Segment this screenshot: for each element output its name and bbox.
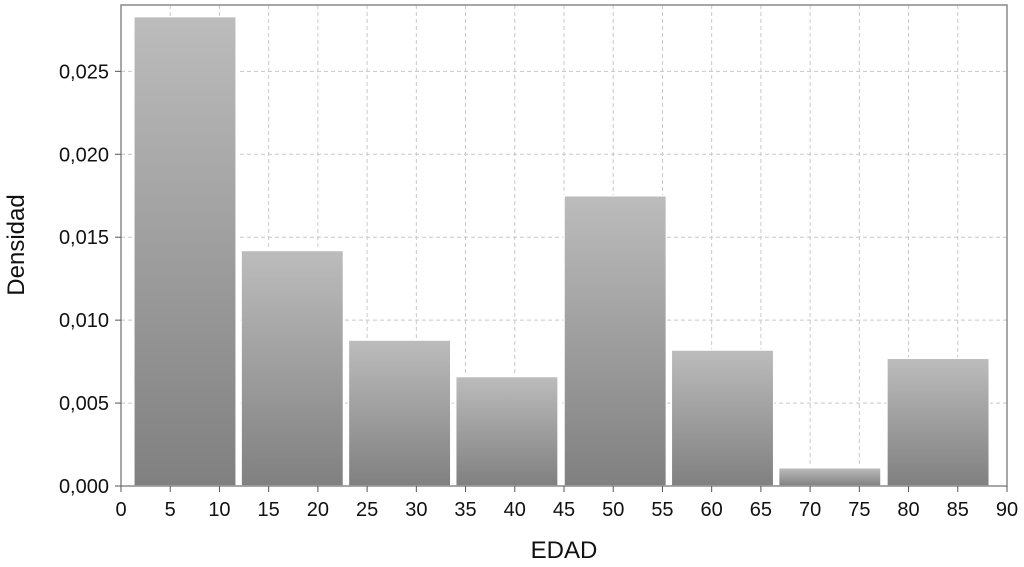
axis-ticks [115, 70, 1008, 492]
y-tick-label: 0,010 [59, 310, 109, 332]
histogram-bar-3 [347, 339, 452, 487]
x-tick-label: 15 [258, 499, 280, 521]
y-tick-label: 0,025 [59, 61, 109, 83]
y-tick-label: 0,015 [59, 227, 109, 249]
histogram-bar-7 [777, 467, 882, 487]
histogram-bar-2 [240, 249, 345, 487]
y-axis-title: Densidad [3, 194, 30, 295]
x-tick-label: 65 [750, 499, 772, 521]
x-tick-labels: 0 5 10 15 20 25 30 35 40 45 50 55 60 65 70 75 80 85 90 [115, 499, 1018, 521]
x-tick-label: 25 [356, 499, 378, 521]
histogram-bar-5 [563, 194, 668, 487]
x-axis-title: EDAD [531, 537, 598, 562]
y-tick-label: 0,000 [59, 476, 109, 498]
y-tick-labels: 0,000 0,005 0,010 0,015 0,020 0,025 [59, 61, 109, 498]
x-tick-label: 55 [651, 499, 673, 521]
x-tick-label: 20 [307, 499, 329, 521]
x-tick-label: 90 [996, 499, 1018, 521]
x-tick-label: 75 [848, 499, 870, 521]
histogram-bar-4 [454, 375, 559, 487]
y-tick-label: 0,020 [59, 144, 109, 166]
histogram-bar-1 [133, 15, 237, 487]
x-tick-label: 45 [553, 499, 575, 521]
x-tick-label: 30 [405, 499, 427, 521]
x-tick-label: 70 [799, 499, 821, 521]
bars [133, 15, 991, 487]
x-tick-label: 50 [602, 499, 624, 521]
x-tick-label: 0 [115, 499, 126, 521]
x-tick-label: 80 [897, 499, 919, 521]
x-tick-label: 40 [504, 499, 526, 521]
x-tick-label: 85 [947, 499, 969, 521]
x-tick-label: 5 [165, 499, 176, 521]
x-tick-label: 60 [701, 499, 723, 521]
histogram-bar-6 [670, 349, 775, 487]
y-tick-label: 0,005 [59, 393, 109, 415]
histogram-bar-8 [886, 357, 991, 487]
x-tick-label: 10 [208, 499, 230, 521]
x-tick-label: 35 [454, 499, 476, 521]
